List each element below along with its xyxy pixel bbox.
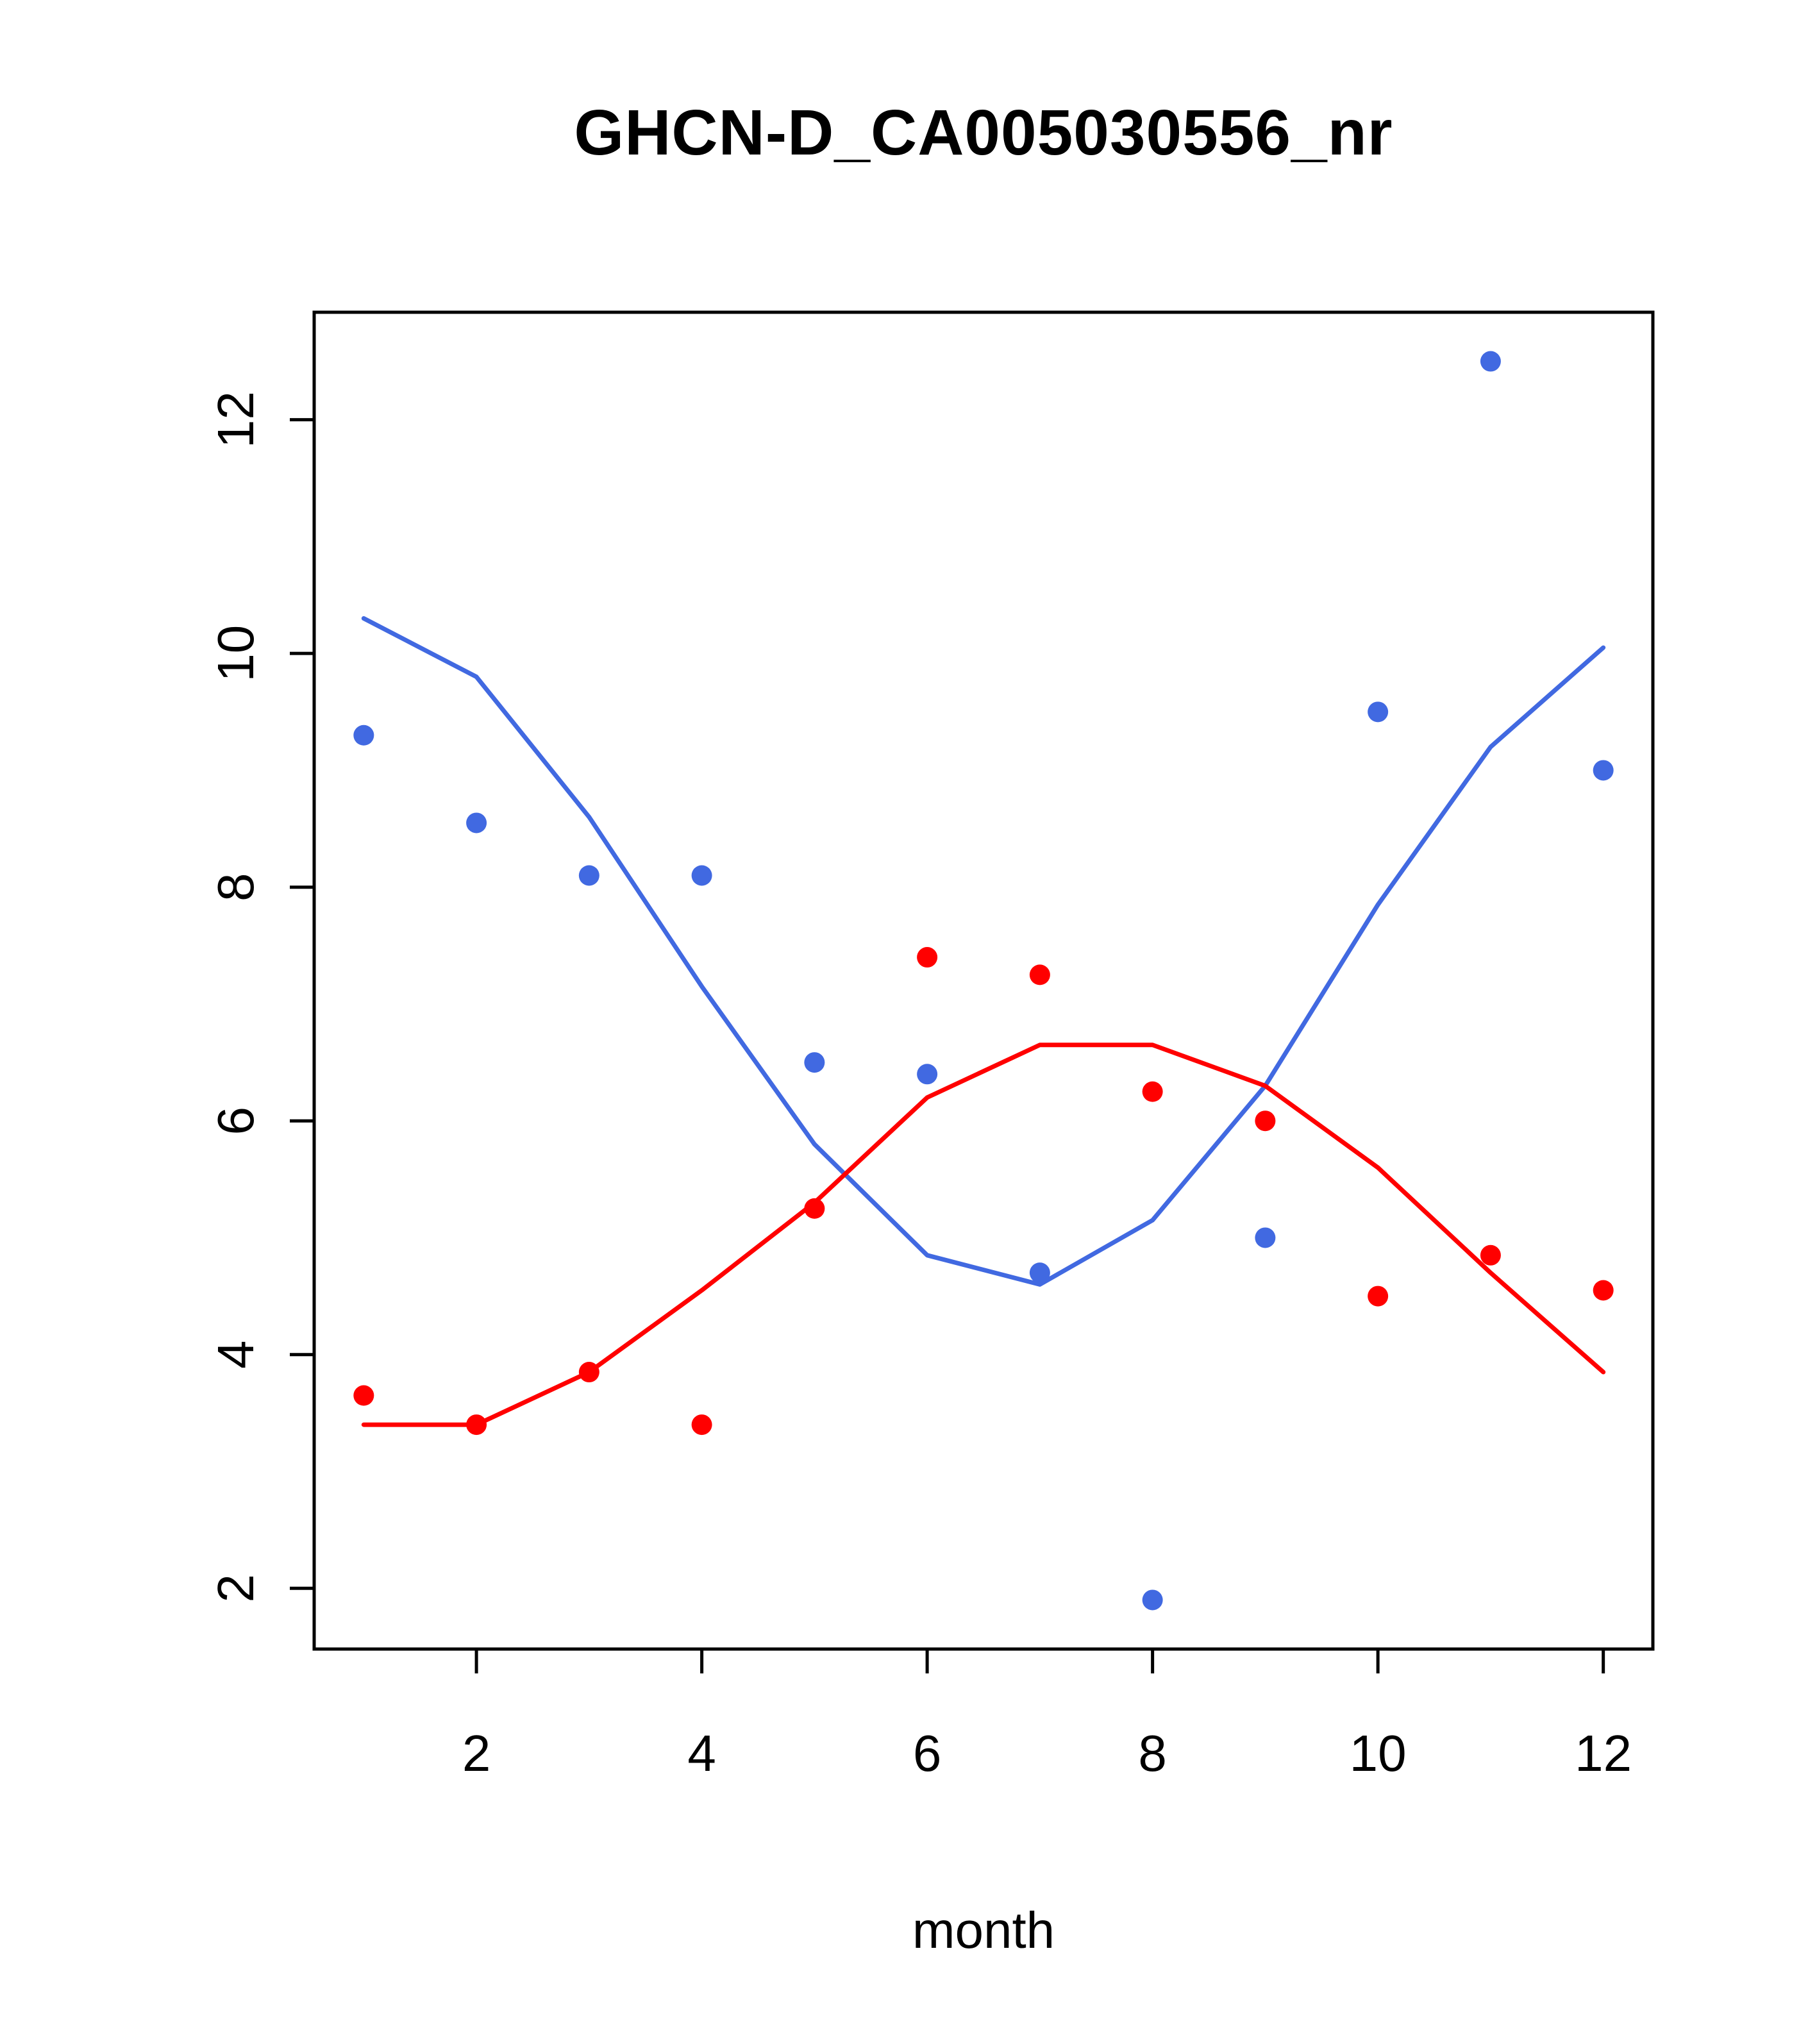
red-data-point	[691, 1414, 712, 1436]
x-axis-label: month	[912, 1902, 1055, 1959]
plot-box	[312, 310, 1655, 1651]
red-data-point	[466, 1414, 487, 1436]
red-data-point	[353, 1385, 374, 1406]
y-tick-label: 10	[207, 625, 264, 682]
x-tick-label: 8	[1138, 1725, 1167, 1782]
blue-data-point	[804, 1052, 825, 1073]
blue-smooth-line	[361, 616, 1606, 1287]
y-tick-label: 8	[207, 873, 264, 901]
blue-data-point	[578, 865, 599, 886]
red-data-point	[1368, 1286, 1389, 1307]
red-smooth-line	[361, 1043, 1606, 1427]
blue-data-point	[1029, 1262, 1050, 1284]
x-tick-label: 4	[687, 1725, 716, 1782]
x-tick-label: 10	[1350, 1725, 1407, 1782]
blue-data-point	[1480, 351, 1501, 372]
blue-data-point	[691, 865, 712, 886]
blue-data-point	[353, 725, 374, 746]
blue-data-point	[1368, 701, 1389, 723]
x-tick-label: 2	[462, 1725, 491, 1782]
blue-data-point	[1255, 1227, 1276, 1248]
chart-title: GHCN-D_CA005030556_nr	[574, 97, 1393, 169]
red-data-point	[917, 947, 938, 968]
red-data-point	[578, 1362, 599, 1383]
y-tick-label: 6	[207, 1107, 264, 1135]
y-tick-label: 4	[207, 1340, 264, 1369]
blue-data-point	[466, 812, 487, 834]
red-data-point	[1029, 964, 1050, 985]
red-data-point	[1142, 1081, 1163, 1102]
y-tick-label: 2	[207, 1574, 264, 1603]
y-tick-label: 12	[207, 391, 264, 448]
blue-data-point	[1593, 760, 1614, 781]
x-tick-label: 6	[913, 1725, 942, 1782]
x-tick-label: 12	[1575, 1725, 1632, 1782]
blue-data-point	[917, 1064, 938, 1085]
red-data-point	[1593, 1280, 1614, 1301]
red-data-point	[1480, 1244, 1501, 1266]
red-data-point	[1255, 1110, 1276, 1132]
blue-data-point	[1142, 1589, 1163, 1611]
red-data-point	[804, 1198, 825, 1219]
